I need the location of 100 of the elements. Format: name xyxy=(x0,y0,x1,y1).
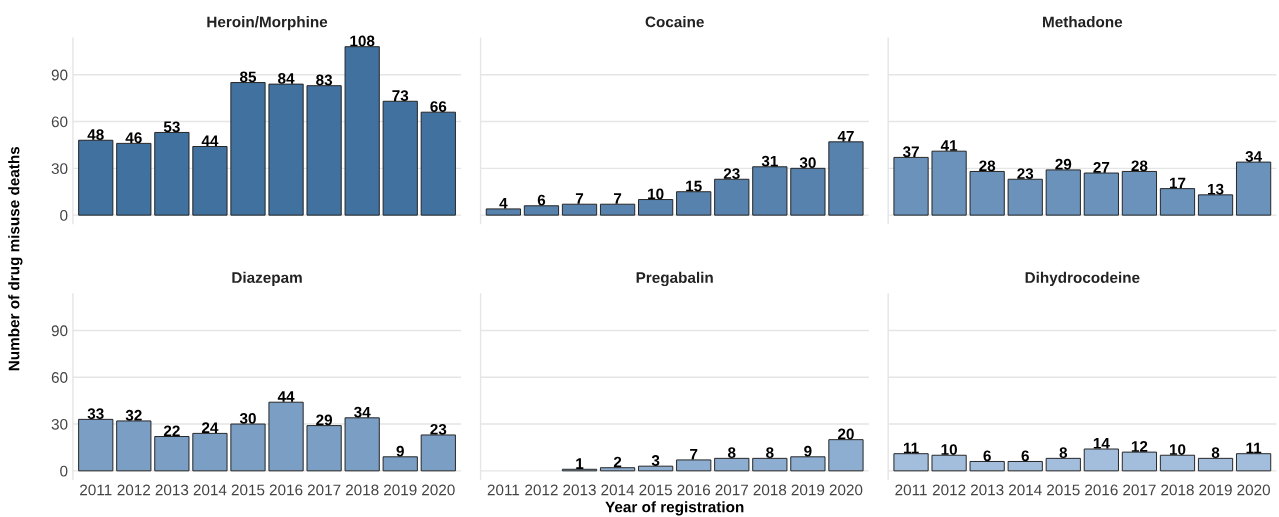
data-label: 8 xyxy=(1059,447,1068,459)
x-tick-label: 2019 xyxy=(791,484,825,496)
chart-title: Diazepam xyxy=(232,271,302,287)
bar xyxy=(382,100,418,216)
data-label: 9 xyxy=(804,445,812,457)
bar xyxy=(230,423,266,472)
data-label: 6 xyxy=(983,450,991,462)
bar xyxy=(1159,454,1196,472)
x-tick-label: 2014 xyxy=(601,484,635,496)
data-label: 37 xyxy=(902,146,919,158)
bar xyxy=(420,434,456,472)
bar xyxy=(1007,460,1043,472)
data-label: 44 xyxy=(277,391,295,402)
y-tick-label: 90 xyxy=(51,325,68,337)
x-tick-label: 2017 xyxy=(1123,484,1156,496)
bar xyxy=(676,459,712,472)
data-label: 6 xyxy=(537,194,546,206)
bar xyxy=(676,191,712,216)
x-tick-label: 2015 xyxy=(1047,484,1080,496)
bar xyxy=(382,456,418,472)
chart-title: Dihydrocodeine xyxy=(1025,271,1140,287)
bar xyxy=(931,150,967,216)
data-label: 83 xyxy=(316,74,333,86)
bar xyxy=(1007,178,1043,216)
x-tick-label: 2019 xyxy=(1199,484,1232,496)
bar xyxy=(1083,448,1119,472)
y-axis-title: Number of drug misuse deaths xyxy=(8,146,23,371)
bar xyxy=(154,131,190,216)
x-tick-label: 2017 xyxy=(307,484,341,496)
x-tick-label: 2016 xyxy=(269,484,303,496)
data-label: 14 xyxy=(1093,438,1110,449)
data-label: 29 xyxy=(316,414,333,426)
data-label: 12 xyxy=(1131,441,1148,452)
x-tick-label: 2013 xyxy=(155,484,189,496)
bar xyxy=(752,457,788,472)
bar xyxy=(1159,188,1196,216)
data-label: 84 xyxy=(278,73,295,84)
data-label: 23 xyxy=(723,168,740,180)
data-label: 2 xyxy=(613,456,622,468)
bar xyxy=(1121,170,1158,216)
data-label: 7 xyxy=(613,193,622,204)
bar xyxy=(306,85,342,216)
data-label: 28 xyxy=(1131,160,1148,172)
x-tick-label: 2015 xyxy=(231,484,265,496)
data-label: 47 xyxy=(837,130,854,142)
bar xyxy=(1083,172,1119,216)
bar xyxy=(828,439,864,472)
data-label: 41 xyxy=(940,140,958,151)
x-tick-label: 2012 xyxy=(117,484,151,496)
bar xyxy=(116,142,152,216)
data-label: 32 xyxy=(125,409,142,421)
bar xyxy=(893,453,929,472)
data-label: 31 xyxy=(761,155,778,167)
bar xyxy=(828,141,864,216)
data-label: 1 xyxy=(576,458,584,469)
y-tick-label: 60 xyxy=(51,372,68,383)
data-label: 3 xyxy=(651,455,660,466)
bar xyxy=(78,139,114,216)
bar xyxy=(306,425,342,472)
x-tick-label: 2014 xyxy=(193,484,227,496)
data-label: 7 xyxy=(575,193,584,204)
bar xyxy=(268,401,304,472)
data-label: 9 xyxy=(396,445,404,457)
data-label: 34 xyxy=(1245,151,1263,162)
bar xyxy=(485,208,522,216)
bar xyxy=(638,199,674,216)
x-tick-label: 2019 xyxy=(384,484,417,496)
x-tick-label: 2013 xyxy=(563,484,596,496)
bar xyxy=(192,432,228,472)
data-label: 53 xyxy=(163,121,180,133)
bar xyxy=(192,146,228,216)
data-label: 6 xyxy=(1021,450,1029,462)
bar xyxy=(420,111,456,216)
data-label: 44 xyxy=(201,135,219,147)
data-label: 10 xyxy=(941,444,957,455)
x-tick-label: 2012 xyxy=(932,484,966,496)
bar xyxy=(1197,457,1234,472)
data-label: 24 xyxy=(201,422,219,434)
data-label: 30 xyxy=(799,157,816,169)
bar xyxy=(969,460,1005,472)
data-label: 29 xyxy=(1055,158,1072,170)
bar xyxy=(344,417,380,472)
bar xyxy=(561,203,598,216)
bar xyxy=(154,436,190,472)
bar xyxy=(523,205,560,216)
bar xyxy=(78,418,114,472)
x-tick-label: 2018 xyxy=(345,484,379,496)
data-label: 15 xyxy=(686,180,702,192)
bar xyxy=(1045,169,1081,216)
data-label: 8 xyxy=(1211,447,1220,459)
bar xyxy=(1235,161,1272,216)
data-label: 8 xyxy=(728,447,736,459)
y-tick-label: 90 xyxy=(51,69,68,81)
y-tick-label: 0 xyxy=(60,210,68,221)
y-tick-label: 30 xyxy=(51,163,68,175)
x-tick-label: 2017 xyxy=(715,484,748,496)
data-label: 10 xyxy=(1169,444,1186,455)
x-tick-label: 2020 xyxy=(829,484,863,496)
data-label: 34 xyxy=(354,406,371,418)
bar xyxy=(931,454,967,472)
